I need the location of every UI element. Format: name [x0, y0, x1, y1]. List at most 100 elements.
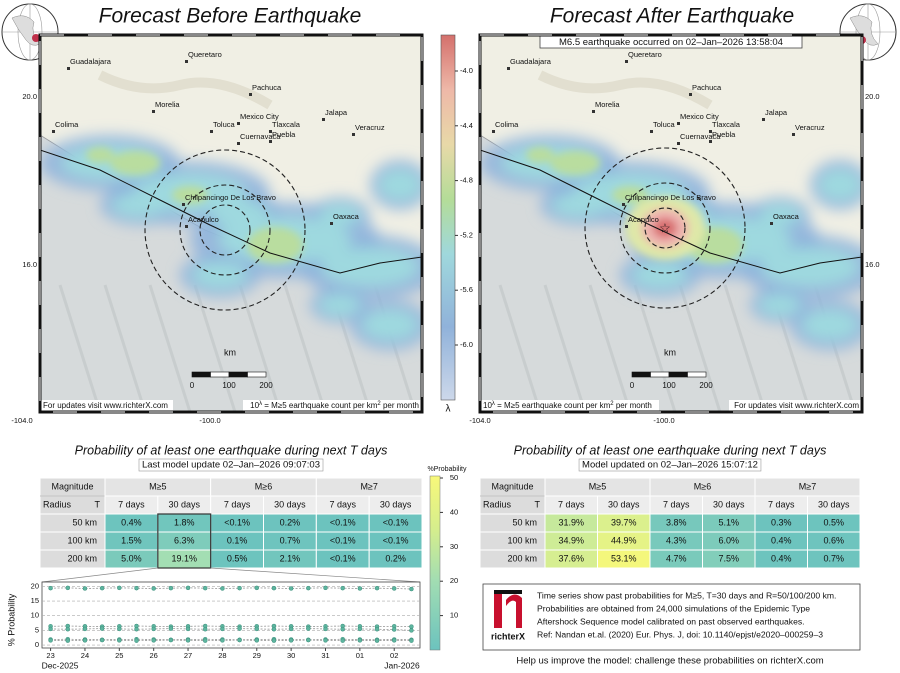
header-magnitude: Magnitude [51, 481, 93, 491]
city-label: Guadalajara [510, 57, 552, 66]
x-tick-label: 23 [46, 651, 54, 660]
prob-tick-label: 10 [450, 611, 458, 620]
series-point [65, 626, 71, 632]
scale-unit: km [664, 347, 676, 357]
series-point [271, 626, 277, 632]
period-start: Dec-2025 [42, 660, 79, 670]
hazard-cyan [319, 294, 361, 316]
series-point [391, 638, 397, 643]
hazard-cyan [759, 294, 801, 316]
hazard-cyan [819, 170, 861, 200]
y-tick-label: 0 [35, 640, 39, 649]
series-line [50, 628, 412, 631]
city-label: Cuernavaca [240, 132, 281, 141]
epicenter-star: ☆ [659, 220, 671, 235]
seafloor-ridge [543, 284, 587, 412]
hazard-cyan [552, 193, 608, 217]
probability-value: 39.7% [611, 517, 637, 527]
probability-value: 44.9% [611, 535, 637, 545]
header-mag: M≥6 [694, 481, 711, 491]
series-point [288, 638, 294, 643]
y-tick-label: 20 [31, 581, 39, 590]
series-point [82, 638, 88, 643]
map-before: Guadalajara Queretaro Pachuca Morelia Mexico… [40, 35, 422, 412]
probability-value: 0.7% [280, 535, 301, 545]
prob-tick-label: 20 [450, 576, 458, 585]
header-period: 7 days [118, 499, 145, 509]
hazard-green [612, 186, 648, 204]
header-mag: M≥7 [360, 481, 377, 491]
city-marker [352, 133, 355, 136]
density-note: 10λ = M≥5 earthquake count per km2 per m… [250, 401, 419, 411]
header-period: 7 days [558, 499, 585, 509]
help-note: Help us improve the model: challenge the… [516, 656, 823, 667]
lambda-label: λ [446, 404, 451, 415]
city-label: Veracruz [795, 123, 825, 132]
city-label: Colima [55, 120, 79, 129]
series-point [168, 585, 174, 591]
probability-value: 19.1% [171, 553, 197, 563]
lon-label: -100.0 [199, 416, 220, 425]
y-tick-label: 5 [35, 625, 39, 634]
series-point [340, 585, 345, 591]
scale-tick: 0 [630, 381, 635, 390]
probability-value: 5.1% [718, 517, 739, 527]
city-marker [67, 67, 70, 70]
header-mag: M≥5 [149, 481, 166, 491]
city-label: Toluca [653, 120, 676, 129]
row-radius: 100 km [67, 535, 97, 545]
series-point [134, 585, 139, 591]
note-bg-left [41, 400, 173, 411]
seafloor-ridge [723, 284, 767, 412]
lambda-tick-label: -4.4 [460, 121, 473, 130]
city-marker [185, 60, 188, 63]
city-marker [625, 60, 628, 63]
x-tick-label: 26 [150, 651, 158, 660]
series-point [254, 626, 260, 632]
seafloor-ridge [148, 284, 192, 412]
series-point [237, 626, 242, 631]
city-marker [210, 130, 213, 133]
prob-tick-label: 30 [450, 542, 458, 551]
seafloor-ridge [193, 284, 237, 412]
series-point [185, 585, 191, 591]
probability-value: <0.1% [224, 517, 250, 527]
density-note-part: λ [492, 401, 495, 407]
series-point [168, 637, 174, 643]
header-period: 30 days [168, 499, 200, 509]
header-period: 7 days [329, 499, 356, 509]
city-marker [689, 93, 692, 96]
series-point [409, 624, 414, 629]
probability-value: 1.8% [174, 517, 195, 527]
series-point [306, 637, 311, 643]
city-marker [650, 130, 653, 133]
seafloor-ridge [58, 284, 102, 412]
series-point [409, 628, 414, 633]
info-line: Probabilities are obtained from 24,000 s… [537, 603, 810, 613]
series-point [357, 586, 363, 591]
seafloor-ridge [633, 284, 677, 412]
info-frame [482, 583, 861, 651]
x-tick-label: 01 [356, 651, 364, 660]
prob-colorbar-label: %Probability [428, 466, 467, 473]
probability-value: <0.1% [383, 535, 409, 545]
density-note-part: per month [381, 401, 419, 410]
x-tick-label: 29 [253, 651, 261, 660]
city-label: Puebla [712, 130, 736, 139]
trench [480, 149, 862, 274]
prob-tick-label: 50 [450, 473, 458, 482]
series-point [374, 638, 380, 643]
series-point [323, 638, 328, 643]
y-tick-label: 15 [31, 596, 39, 605]
map-frame [478, 33, 864, 414]
city-marker [152, 110, 155, 113]
row-radius: 200 km [67, 553, 97, 563]
city-marker [269, 140, 272, 143]
scale-seg [191, 371, 211, 378]
logo-bar [494, 590, 522, 594]
y-axis-label: % Probability [6, 593, 16, 646]
probability-value: 0.5% [227, 553, 248, 563]
header-radius: Radius [43, 499, 72, 509]
lon-label: -100.0 [653, 416, 674, 425]
header-magnitude: Magnitude [491, 481, 533, 491]
